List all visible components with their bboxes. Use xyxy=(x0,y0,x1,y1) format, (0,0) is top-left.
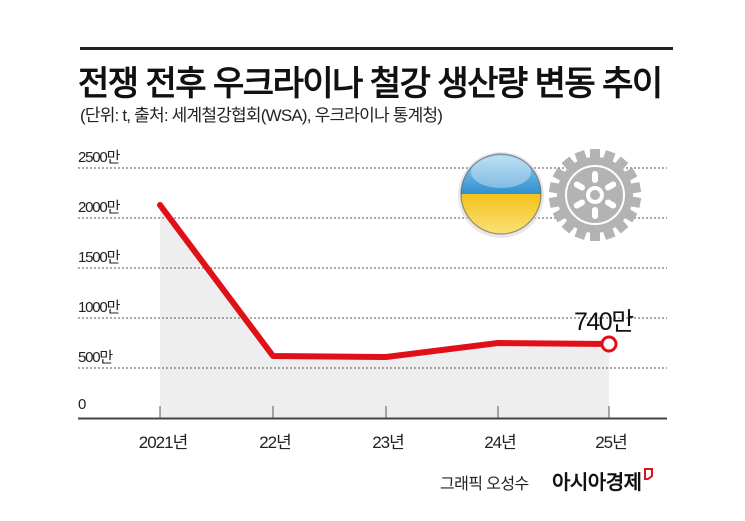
brand-name: 아시아경제 xyxy=(552,472,642,494)
top-rule xyxy=(80,47,673,50)
chart-title: 전쟁 전후 우크라이나 철강 생산량 변동 추이 xyxy=(78,65,663,103)
x-ticks xyxy=(159,406,610,418)
brand-logo: 아시아경제 xyxy=(552,466,653,495)
y-tick-label: 1000만 xyxy=(78,299,120,316)
gear-icon xyxy=(548,149,642,241)
area-fill xyxy=(160,205,609,418)
chart-subtitle: (단위: t, 출처: 세계철강협회(WSA), 우크라이나 통계청) xyxy=(80,106,443,125)
x-tick-label: 23년 xyxy=(372,433,405,452)
y-tick-label: 1500만 xyxy=(78,249,120,266)
ukraine-flag-icon xyxy=(458,152,544,238)
last-point-marker xyxy=(600,335,618,353)
y-tick-label: 2500만 xyxy=(78,149,120,166)
x-tick-label: 25년 xyxy=(595,433,628,452)
y-tick-label: 2000만 xyxy=(78,199,120,216)
graphic-credit: 그래픽 오성수 xyxy=(440,476,529,493)
y-tick-label: 500만 xyxy=(78,349,113,366)
x-tick-label: 24년 xyxy=(484,433,517,452)
brand-mark-icon xyxy=(643,468,653,480)
y-tick-label: 0 xyxy=(78,396,86,413)
value-callout: 740만 xyxy=(574,308,634,336)
series-line xyxy=(157,202,612,360)
x-tick-label: 2021년 xyxy=(138,433,188,452)
x-tick-label: 22년 xyxy=(259,433,292,452)
